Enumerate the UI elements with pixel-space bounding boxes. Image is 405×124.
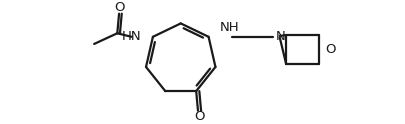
Text: HN: HN xyxy=(122,30,141,43)
Text: O: O xyxy=(324,43,335,56)
Text: NH: NH xyxy=(220,21,239,34)
Text: O: O xyxy=(115,1,125,14)
Text: O: O xyxy=(194,110,204,123)
Text: N: N xyxy=(275,30,285,43)
